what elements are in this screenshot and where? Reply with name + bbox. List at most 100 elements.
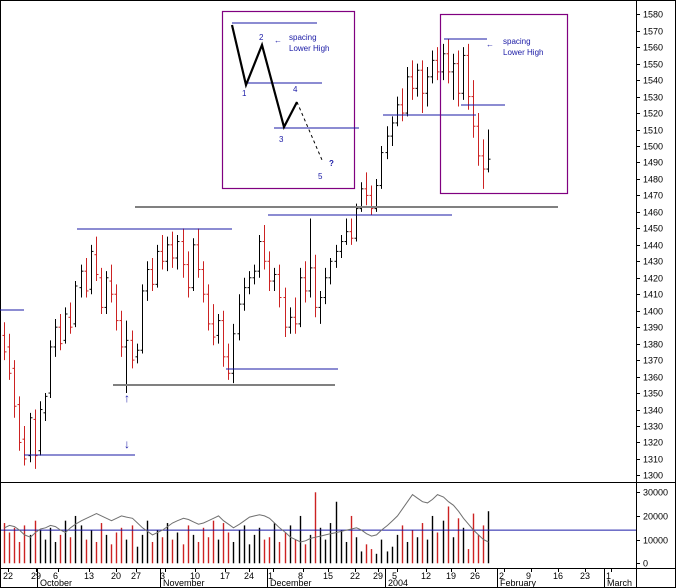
- price-tick-label: 1520: [643, 109, 663, 119]
- ohlc-bar: [288, 307, 293, 334]
- ohlc-bar: [99, 267, 104, 314]
- ohlc-bar: [481, 139, 486, 189]
- date-tick-label: 29: [31, 571, 41, 581]
- date-tick-label: 3: [160, 571, 165, 581]
- ohlc-bar: [124, 320, 129, 394]
- ohlc-bar: [89, 244, 94, 295]
- month-label: February: [500, 578, 537, 588]
- ohlc-bar: [364, 172, 369, 206]
- ohlc-bar: [68, 302, 73, 334]
- price-tick-label: 1460: [643, 208, 663, 218]
- ohlc-bar: [119, 310, 124, 357]
- ohlc-bar: [410, 60, 415, 100]
- date-tick-label: 22: [350, 571, 360, 581]
- price-panel: [2, 38, 491, 469]
- date-tick-label: 26: [470, 571, 480, 581]
- ohlc-bar: [109, 264, 114, 303]
- ohlc-bar: [441, 43, 446, 81]
- ohlc-bar: [186, 251, 191, 298]
- ohlc-bar: [226, 343, 231, 380]
- price-tick-label: 1320: [643, 438, 663, 448]
- price-tick-label: 1360: [643, 373, 663, 383]
- price-tick-label: 1440: [643, 241, 663, 251]
- ohlc-bar: [308, 218, 313, 298]
- ohlc-bar: [221, 310, 226, 367]
- ohlc-bar: [150, 258, 155, 291]
- ohlc-bar: [247, 271, 252, 295]
- ohlc-bar: [328, 258, 333, 285]
- wave-label: 5: [318, 172, 323, 181]
- month-label: December: [270, 578, 312, 588]
- ohlc-bar: [486, 129, 491, 173]
- ohlc-bar: [145, 261, 150, 301]
- ohlc-bar: [323, 267, 328, 305]
- wave-projection: [296, 101, 323, 161]
- ohlc-bar: [466, 43, 471, 110]
- ohlc-bar: [2, 322, 7, 361]
- ohlc-bar: [293, 297, 298, 334]
- ohlc-bar: [104, 271, 109, 314]
- ohlc-bar: [451, 53, 456, 100]
- annotation-box-left: [221, 10, 356, 190]
- date-tick-label: 23: [580, 571, 590, 581]
- volume-tick-label: 20000: [643, 512, 668, 522]
- date-tick-label: 19: [446, 571, 456, 581]
- ohlc-bar: [298, 267, 303, 328]
- date-tick-label: 1: [268, 571, 273, 581]
- ohlc-bar: [283, 287, 288, 338]
- volume-tick-label: 0: [643, 559, 648, 569]
- ohlc-bar: [318, 290, 323, 324]
- price-tick-label: 1400: [643, 307, 663, 317]
- ohlc-bar: [354, 203, 359, 242]
- annotation-text-right: Lower High: [503, 48, 543, 57]
- date-tick-label: 5: [392, 571, 397, 581]
- price-tick-label: 1300: [643, 471, 663, 481]
- ohlc-bar: [181, 228, 186, 278]
- ohlc-bar: [435, 47, 440, 81]
- volume-tick-label: 10000: [643, 536, 668, 546]
- ohlc-bar: [165, 236, 170, 272]
- price-tick-label: 1480: [643, 175, 663, 185]
- price-tick-label: 1490: [643, 158, 663, 168]
- ohlc-bar: [262, 225, 267, 270]
- price-tick-label: 1330: [643, 422, 663, 432]
- volume-oscillator-line: [4, 493, 489, 543]
- date-tick-label: 12: [421, 571, 431, 581]
- date-tick-label: 2: [499, 571, 504, 581]
- ohlc-bar: [334, 244, 339, 268]
- ohlc-bar: [476, 113, 481, 166]
- ohlc-bar: [84, 258, 89, 298]
- arrow-down-icon: ↓: [124, 437, 130, 451]
- price-tick-label: 1380: [643, 340, 663, 350]
- month-label: November: [163, 578, 205, 588]
- ohlc-bar: [267, 251, 272, 291]
- date-tick-label: 10: [190, 571, 200, 581]
- date-tick-label: 29: [373, 571, 383, 581]
- price-tick-label: 1310: [643, 455, 663, 465]
- price-tick-label: 1500: [643, 142, 663, 152]
- ohlc-bar: [63, 307, 68, 344]
- ohlc-bar: [160, 234, 165, 270]
- ohlc-bar: [196, 228, 201, 278]
- arrow-left-icon: ←: [486, 40, 494, 49]
- ohlc-bar: [206, 284, 211, 331]
- ohlc-bar: [405, 66, 410, 117]
- ohlc-bar: [446, 38, 451, 84]
- price-tick-label: 1450: [643, 224, 663, 234]
- ohlc-bar: [170, 231, 175, 268]
- price-tick-label: 1370: [643, 356, 663, 366]
- date-tick-label: 27: [131, 571, 141, 581]
- ohlc-bar: [79, 264, 84, 298]
- ohlc-bar: [216, 314, 221, 344]
- ohlc-bar: [257, 234, 262, 278]
- volume-tick-label: 30000: [643, 488, 668, 498]
- date-tick-label: 15: [323, 571, 333, 581]
- ohlc-bar: [425, 66, 430, 107]
- price-tick-label: 1350: [643, 389, 663, 399]
- wave-label: 2: [259, 33, 264, 42]
- annotation-text-left: spacing: [289, 33, 317, 42]
- volume-panel: [0, 492, 636, 564]
